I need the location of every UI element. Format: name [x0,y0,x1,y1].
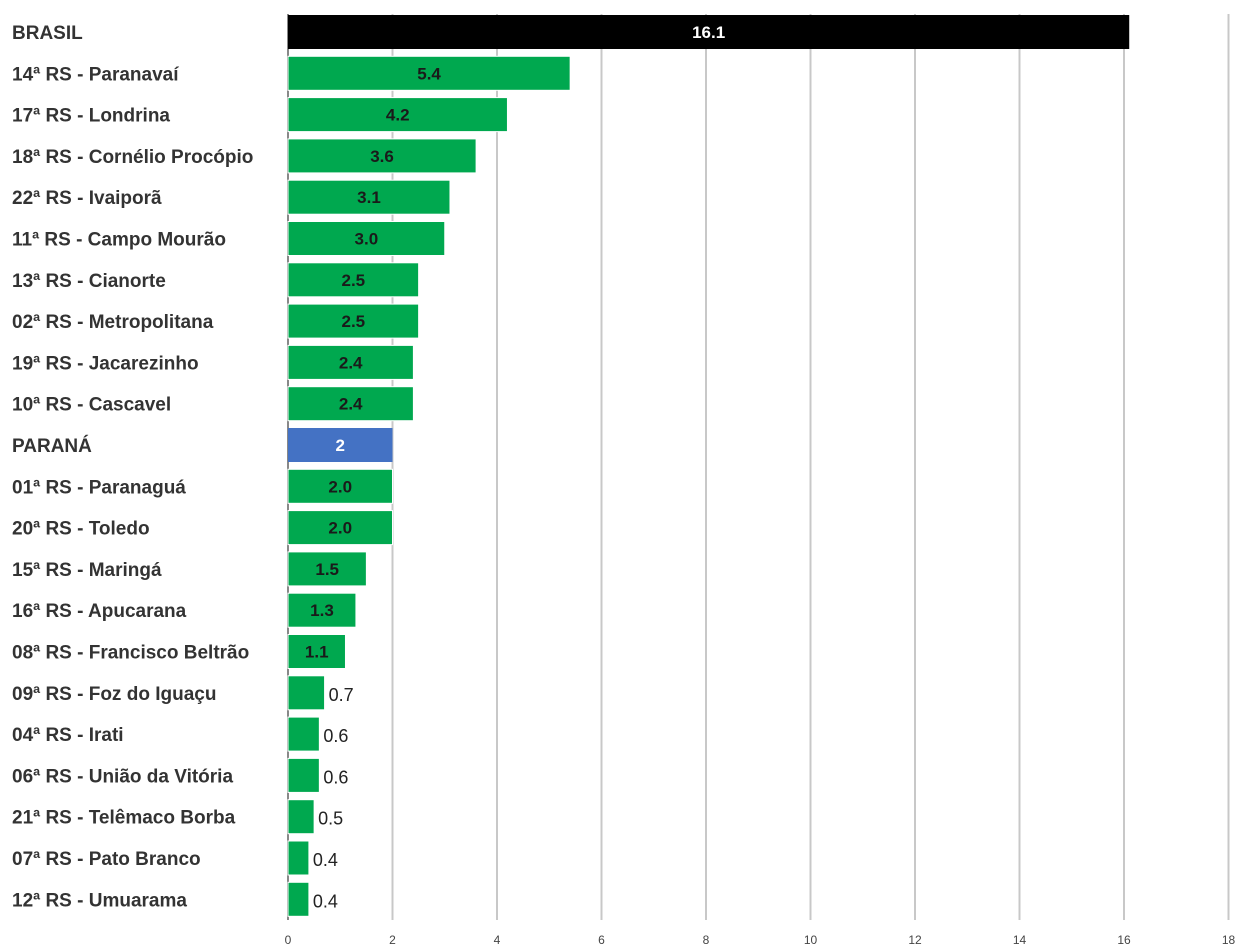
value-label: 0.4 [313,850,338,870]
bar [287,303,420,339]
bar [287,221,446,256]
value-label: 4.2 [386,106,410,125]
category-labels: BRASIL 14ª RS - Paranavaí 17ª RS - Londrin… [12,23,253,911]
category-label: PARANÁ [12,435,92,457]
value-label: 1.3 [310,601,334,620]
category-label: 10ª RS - Cascavel [12,395,171,416]
bar [287,262,420,298]
category-label: 06ª RS - União da Vitória [12,766,233,787]
bar [287,138,477,174]
category-label: 14ª RS - Paranavaí [12,64,179,85]
category-label: 04ª RS - Irati [12,725,124,746]
category-label: 11ª RS - Campo Mourão [12,230,226,251]
category-label: 21ª RS - Telêmaco Borba [12,808,236,829]
value-label: 0.7 [329,685,354,705]
value-label: 5.4 [417,64,441,83]
bar [288,428,393,462]
x-axis-ticks: 0 2 4 6 8 10 12 14 16 18 [285,933,1236,947]
value-label: 2.5 [341,271,365,290]
bar [287,675,326,711]
bars [287,15,1130,917]
bar [287,799,315,835]
value-labels: 16.1 5.4 4.2 3.6 3.1 3.0 2.5 2.5 2.4 2.4 2 2.0 2.0 1.… [305,23,725,911]
x-tick-label: 4 [494,933,501,947]
value-label: 2.0 [328,477,352,496]
value-label: 2.4 [339,353,363,372]
category-label: 13ª RS - Cianorte [12,271,166,292]
category-label: 19ª RS - Jacarezinho [12,353,199,374]
value-label: 1.1 [305,643,329,662]
bar [287,344,414,380]
value-label: 1.5 [315,560,339,579]
value-label: 2.5 [341,312,365,331]
value-label: 16.1 [692,23,725,42]
category-label: 08ª RS - Francisco Beltrão [12,643,249,664]
category-label: 12ª RS - Umuarama [12,890,187,911]
bar [287,634,346,669]
bar [288,15,1130,49]
value-label: 0.5 [318,809,343,829]
value-label: 0.4 [313,891,338,911]
value-label: 2 [336,436,345,455]
x-tick-label: 2 [389,933,396,947]
x-tick-label: 18 [1222,933,1236,947]
bar [287,97,508,133]
bar [287,881,310,917]
value-label: 3.0 [355,230,379,249]
category-label: 15ª RS - Maringá [12,560,162,581]
category-label: BRASIL [12,23,83,44]
value-label: 0.6 [323,767,348,787]
bar [287,716,320,752]
value-label: 3.1 [357,188,381,207]
value-label: 0.6 [323,726,348,746]
bar [287,179,451,215]
bar [287,468,393,504]
category-label: 18ª RS - Cornélio Procópio [12,147,253,168]
bar [287,757,320,793]
x-tick-label: 16 [1117,933,1131,947]
x-tick-label: 8 [703,933,710,947]
category-label: 01ª RS - Paranaguá [12,477,186,498]
x-tick-label: 12 [908,933,922,947]
x-tick-label: 14 [1013,933,1027,947]
bar [287,551,367,587]
bar [287,510,393,546]
category-label: 07ª RS - Pato Branco [12,849,201,870]
value-label: 2.4 [339,395,363,414]
category-label: 16ª RS - Apucarana [12,601,187,622]
category-label: 02ª RS - Metropolitana [12,312,214,333]
bar [287,55,571,91]
value-label: 2.0 [328,519,352,538]
x-tick-label: 10 [804,933,818,947]
x-tick-label: 0 [285,933,292,947]
category-label: 22ª RS - Ivaiporã [12,188,162,209]
bar [287,840,310,876]
category-label: 20ª RS - Toledo [12,519,150,540]
category-label: 09ª RS - Foz do Iguaçu [12,684,216,705]
bar [287,386,414,422]
bar [287,592,357,628]
value-label: 3.6 [370,147,394,166]
x-tick-label: 6 [598,933,605,947]
category-label: 17ª RS - Londrina [12,106,170,127]
